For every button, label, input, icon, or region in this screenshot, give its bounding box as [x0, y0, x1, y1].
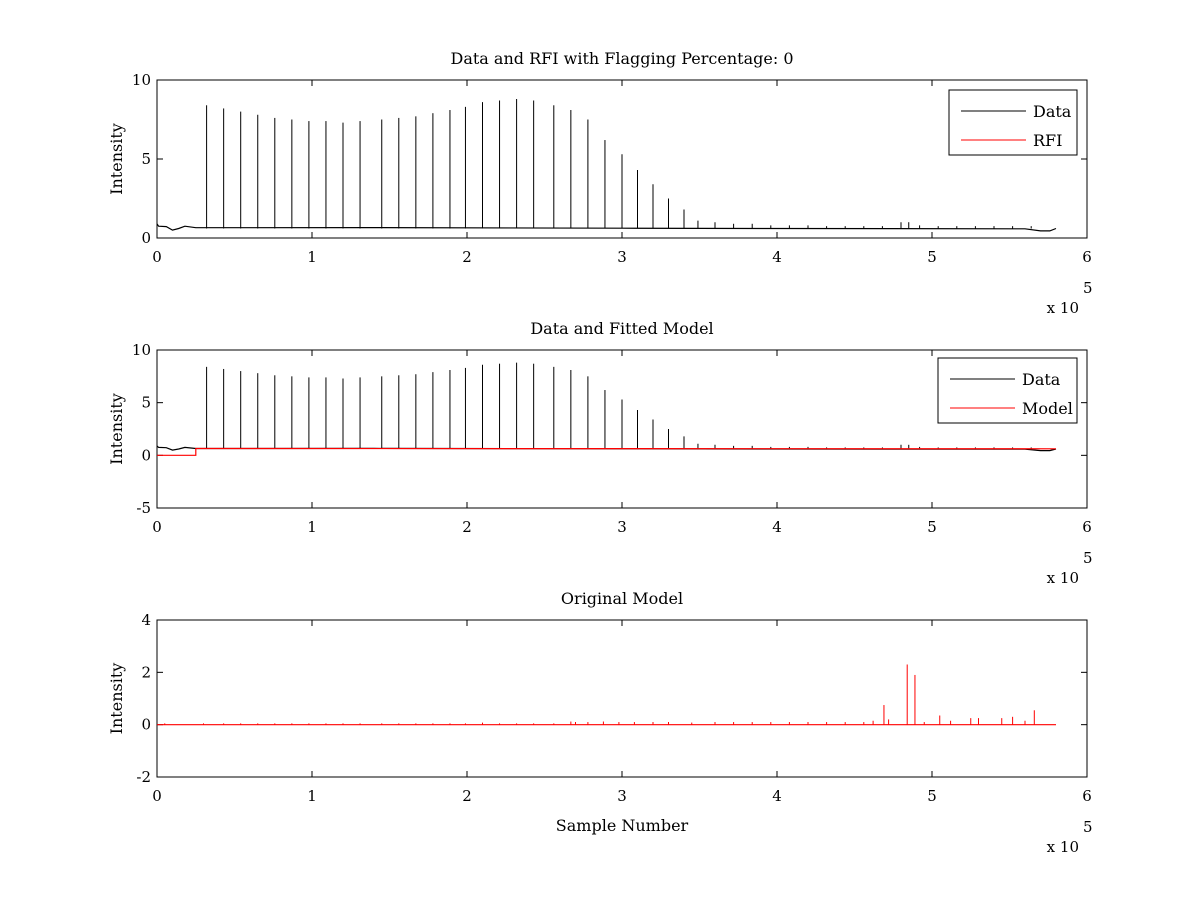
x-tick-label: 3 [617, 518, 627, 536]
y-tick-label: 4 [141, 611, 151, 629]
axes-box [156, 619, 1088, 778]
x-multiplier-exponent: 5 [1083, 279, 1093, 297]
x-multiplier-exponent: 5 [1083, 818, 1093, 836]
y-tick-label: 0 [141, 229, 151, 247]
x-tick-label: 2 [462, 787, 472, 805]
y-axis-label: Intensity [107, 393, 126, 465]
y-tick-label: -2 [136, 768, 151, 786]
x-tick-label: 1 [307, 248, 317, 266]
x-tick-label: 6 [1082, 248, 1092, 266]
y-axis-label: Intensity [107, 123, 126, 195]
y-tick-label: 0 [141, 716, 151, 734]
x-tick-label: 2 [462, 248, 472, 266]
legend: Data Model [937, 357, 1078, 424]
y-tick-label: 5 [141, 394, 151, 412]
plot-title: Original Model [561, 589, 683, 608]
x-tick-label: 5 [927, 248, 937, 266]
y-tick-label: 10 [132, 71, 151, 89]
x-multiplier-label: x 10 [1047, 838, 1079, 856]
legend-label: Data [1033, 102, 1072, 121]
plot-area [157, 664, 1056, 726]
x-tick-label: 4 [772, 248, 782, 266]
x-tick-label: 6 [1082, 787, 1092, 805]
x-tick-label: 2 [462, 518, 472, 536]
x-tick-label: 1 [307, 518, 317, 536]
data-line [156, 223, 1057, 232]
y-tick-label: 5 [141, 150, 151, 168]
legend-label: RFI [1033, 131, 1062, 150]
legend-box [948, 89, 1078, 156]
plot-title: Data and Fitted Model [530, 319, 713, 338]
x-multiplier-exponent: 5 [1083, 549, 1093, 567]
x-multiplier-label: x 10 [1047, 299, 1079, 317]
y-tick-label: -5 [136, 499, 151, 517]
x-tick-label: 4 [772, 787, 782, 805]
x-axis-label: Sample Number [556, 816, 689, 835]
x-tick-label: 5 [927, 787, 937, 805]
x-tick-label: 3 [617, 787, 627, 805]
model-line [157, 447, 1057, 456]
y-tick-label: 2 [141, 663, 151, 681]
subplot-1: Data and RFI with Flagging Percentage: 0… [107, 49, 1093, 317]
legend-label: Data [1022, 370, 1061, 389]
plot-title: Data and RFI with Flagging Percentage: 0 [450, 49, 793, 68]
y-tick-label: 10 [132, 341, 151, 359]
legend-box [937, 357, 1078, 424]
x-tick-label: 1 [307, 787, 317, 805]
x-tick-label: 0 [152, 518, 162, 536]
x-tick-label: 0 [152, 248, 162, 266]
x-tick-label: 4 [772, 518, 782, 536]
subplots: Data and RFI with Flagging Percentage: 0… [107, 49, 1093, 856]
x-tick-label: 6 [1082, 518, 1092, 536]
legend: Data RFI [948, 89, 1078, 156]
x-tick-label: 5 [927, 518, 937, 536]
plot-area [156, 362, 1057, 456]
x-tick-label: 3 [617, 248, 627, 266]
x-multiplier-label: x 10 [1047, 569, 1079, 587]
y-axis-label: Intensity [107, 663, 126, 735]
legend-label: Model [1022, 399, 1073, 418]
x-tick-label: 0 [152, 787, 162, 805]
y-tick-label: 0 [141, 446, 151, 464]
plot-area [156, 98, 1057, 232]
